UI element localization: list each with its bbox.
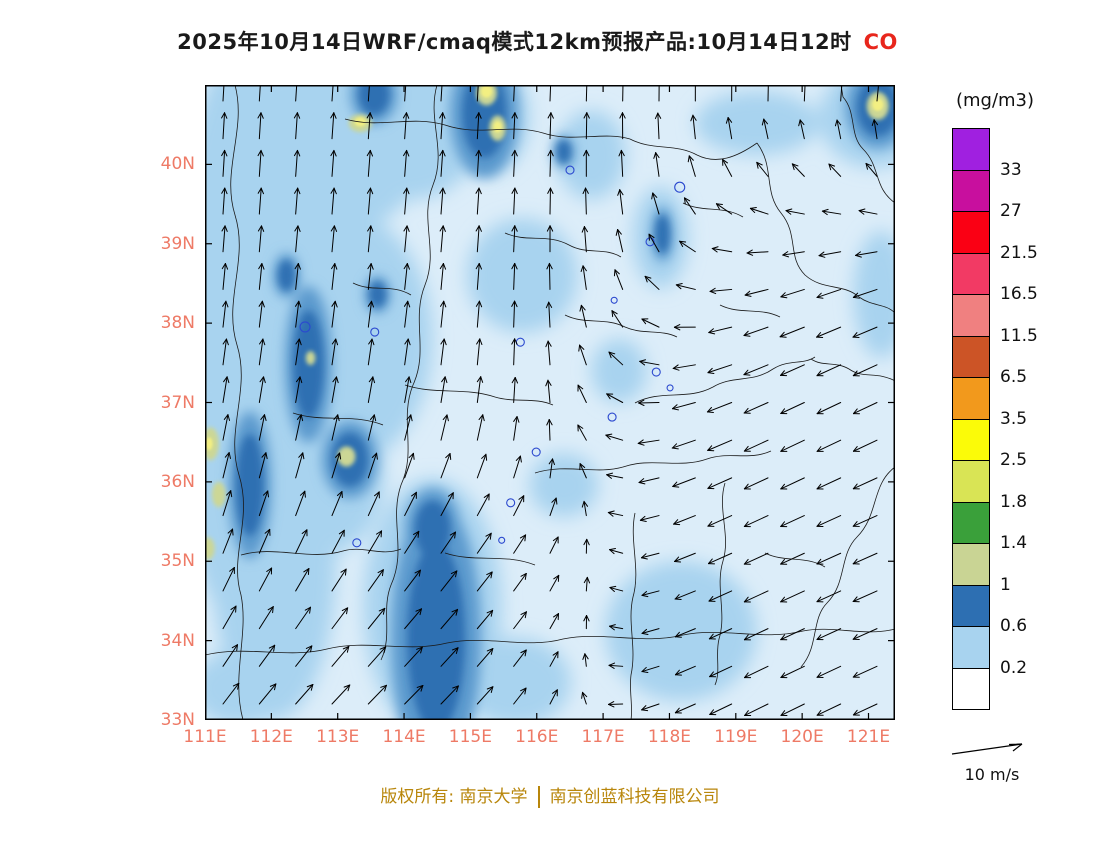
colorbar-cell bbox=[952, 211, 990, 254]
lat-tick-label: 34N bbox=[160, 630, 195, 651]
colorbar-tick-label: 16.5 bbox=[1000, 284, 1038, 304]
colorbar-cell bbox=[952, 626, 990, 669]
colorbar-tick-label: 0.2 bbox=[1000, 657, 1028, 678]
colorbar-cell bbox=[952, 418, 990, 461]
colorbar-cell bbox=[952, 335, 990, 378]
colorbar-tick-label: 2.5 bbox=[1000, 450, 1028, 470]
colorbar-tick-label: 1.8 bbox=[1000, 491, 1028, 512]
lon-tick-label: 120E bbox=[780, 727, 824, 747]
colorbar-tick-label: 21.5 bbox=[1000, 242, 1038, 263]
colorbar-cell bbox=[952, 501, 990, 544]
footer-copyright: 版权所有: 南京大学 南京创蓝科技有限公司 bbox=[0, 782, 1100, 808]
wind-scale-legend: 10 m/s bbox=[944, 738, 1040, 784]
footer-owner: 版权所有: 南京大学 bbox=[380, 787, 528, 807]
wind-scale-arrow-icon bbox=[951, 743, 1023, 755]
lat-tick-label: 40N bbox=[160, 154, 195, 175]
colorbar-tick-label: 33 bbox=[1000, 159, 1022, 180]
map-canvas bbox=[205, 85, 895, 720]
lat-tick-label: 37N bbox=[160, 392, 195, 413]
lon-tick-label: 121E bbox=[846, 727, 891, 747]
colorbar-cell bbox=[952, 584, 990, 627]
lon-tick-label: 114E bbox=[382, 727, 426, 747]
colorbar-cell bbox=[952, 667, 990, 710]
colorbar-unit-label: (mg/m3) bbox=[955, 90, 1035, 111]
colorbar-cell bbox=[952, 377, 990, 420]
footer-divider bbox=[537, 786, 540, 808]
lat-tick-label: 35N bbox=[160, 551, 195, 572]
lon-tick-label: 119E bbox=[714, 727, 758, 747]
title-species: CO bbox=[863, 30, 898, 54]
footer-company: 南京创蓝科技有限公司 bbox=[549, 787, 720, 807]
lon-tick-label: 116E bbox=[515, 727, 559, 747]
colorbar-tick-label: 11.5 bbox=[1000, 325, 1038, 346]
colorbar-cell bbox=[952, 169, 990, 212]
page-title: 2025年10月14日WRF/cmaq模式12km预报产品:10月14日12时 C… bbox=[0, 26, 1075, 56]
forecast-map bbox=[205, 85, 895, 720]
colorbar-cell bbox=[952, 252, 990, 295]
colorbar-cell bbox=[952, 543, 990, 586]
colorbar-cell bbox=[952, 460, 990, 503]
title-text: 2025年10月14日WRF/cmaq模式12km预报产品:10月14日12时 bbox=[177, 30, 852, 54]
wind-scale-label: 10 m/s bbox=[964, 765, 1020, 784]
colorbar-cell bbox=[952, 128, 990, 171]
colorbar-tick-label: 0.6 bbox=[1000, 616, 1028, 636]
lat-tick-label: 36N bbox=[160, 471, 195, 492]
lon-tick-label: 118E bbox=[647, 727, 692, 747]
lat-tick-label: 38N bbox=[160, 313, 195, 334]
colorbar-tick-label: 3.5 bbox=[1000, 408, 1028, 429]
colorbar-tick-label: 1.4 bbox=[1000, 533, 1028, 553]
colorbar-tick-label: 27 bbox=[1000, 201, 1022, 221]
lat-tick-label: 39N bbox=[160, 233, 195, 254]
colorbar-tick-label: 1 bbox=[1000, 574, 1011, 595]
lon-tick-label: 115E bbox=[448, 727, 492, 747]
lon-tick-label: 117E bbox=[581, 727, 625, 747]
lon-tick-label: 113E bbox=[316, 727, 360, 747]
lat-tick-label: 33N bbox=[160, 710, 195, 730]
lon-tick-label: 111E bbox=[183, 727, 227, 747]
lon-tick-label: 112E bbox=[249, 727, 293, 747]
colorbar-tick-label: 6.5 bbox=[1000, 367, 1028, 387]
colorbar-cell bbox=[952, 294, 990, 337]
